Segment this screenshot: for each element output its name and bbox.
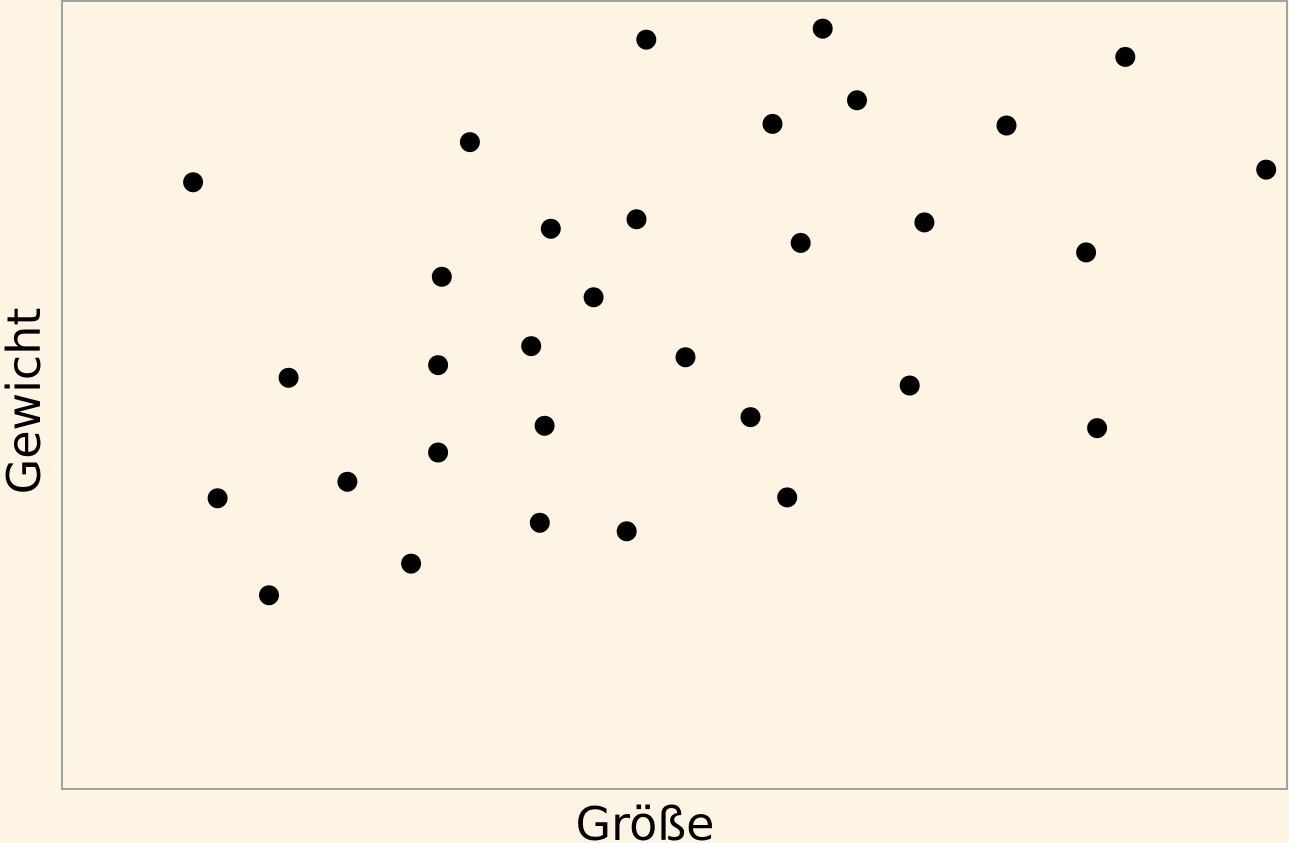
- data-point-6: [401, 553, 422, 574]
- data-point-21: [762, 113, 783, 134]
- data-point-20: [740, 407, 761, 428]
- data-point-28: [996, 115, 1017, 136]
- y-axis-label: Gewicht: [0, 308, 51, 495]
- data-point-14: [540, 218, 561, 239]
- plot-area: [61, 0, 1288, 790]
- data-point-16: [616, 521, 637, 542]
- data-point-4: [278, 367, 299, 388]
- data-point-26: [899, 375, 920, 396]
- data-point-3: [259, 585, 279, 606]
- data-point-23: [790, 232, 811, 253]
- data-point-13: [534, 415, 555, 436]
- data-point-7: [428, 442, 449, 463]
- data-point-1: [183, 172, 204, 193]
- data-point-2: [207, 488, 228, 509]
- data-point-5: [337, 471, 358, 492]
- data-point-30: [1087, 418, 1108, 439]
- data-points: [183, 18, 1277, 606]
- data-point-25: [847, 90, 867, 111]
- data-point-18: [636, 29, 657, 50]
- data-point-32: [1256, 159, 1277, 180]
- data-point-9: [431, 266, 452, 287]
- data-point-8: [428, 355, 449, 376]
- data-point-10: [459, 132, 480, 153]
- data-point-11: [521, 336, 542, 357]
- data-point-19: [675, 347, 696, 368]
- data-point-27: [914, 212, 935, 233]
- data-point-15: [583, 287, 604, 308]
- data-point-29: [1076, 242, 1097, 263]
- data-point-24: [812, 18, 833, 39]
- data-point-12: [529, 512, 550, 533]
- data-point-17: [626, 209, 647, 230]
- data-point-22: [777, 487, 798, 508]
- x-axis-label: Größe: [576, 797, 715, 843]
- data-point-31: [1115, 46, 1136, 67]
